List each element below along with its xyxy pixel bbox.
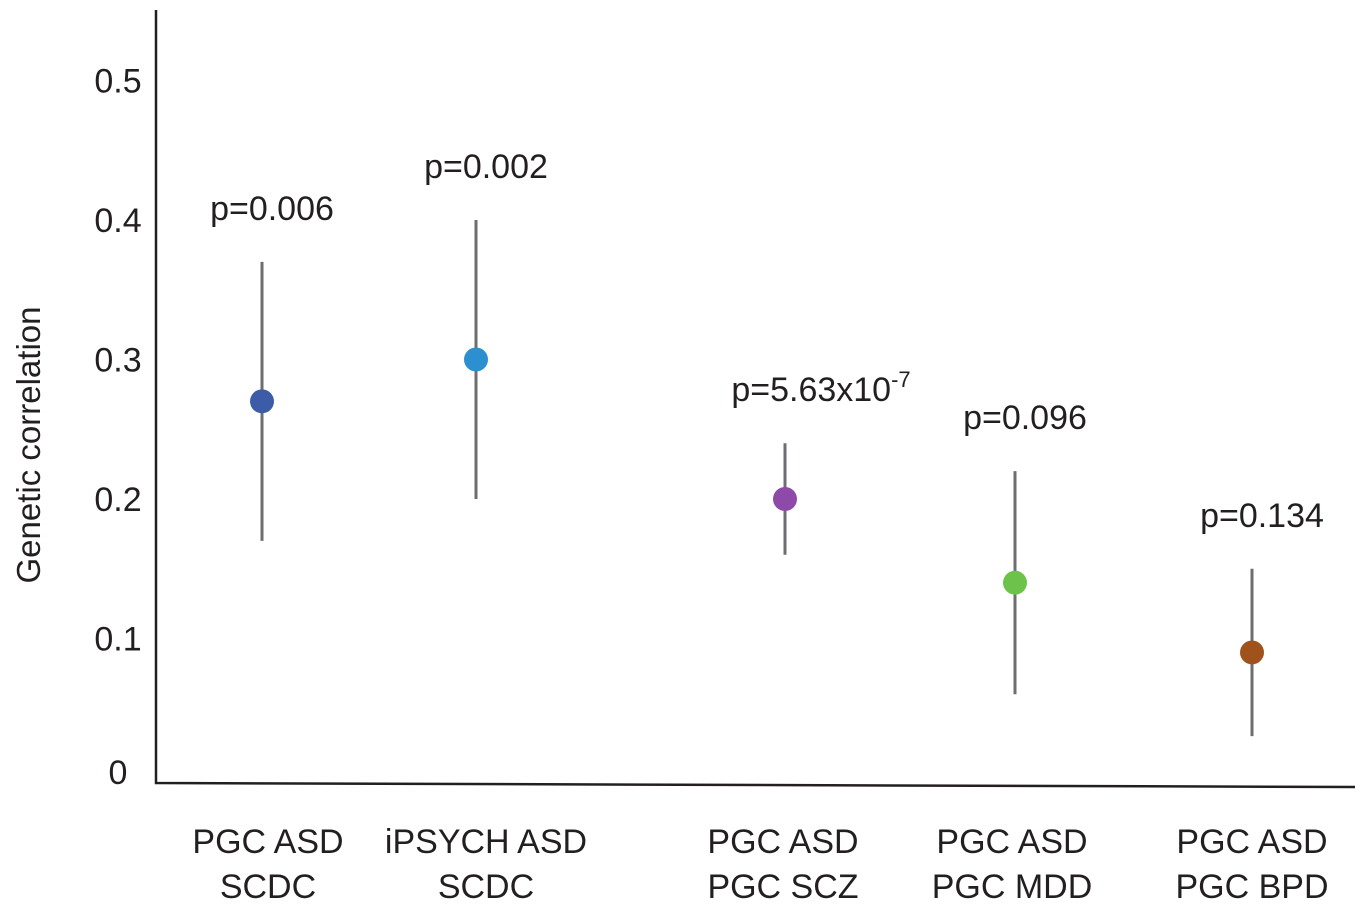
y-tick-label: 0.3 <box>94 342 141 380</box>
data-point <box>250 389 274 414</box>
y-axis-title: Genetic correlation <box>10 307 47 584</box>
x-category-label-line1: PGC ASD <box>1176 823 1327 861</box>
data-point <box>464 347 488 372</box>
data-point <box>773 487 797 511</box>
x-category-label-line2: SCDC <box>220 868 316 906</box>
y-tick-label: 0 <box>109 754 128 792</box>
x-category-label-line1: PGC ASD <box>192 823 343 861</box>
p-value-label: p=5.63x10-7 <box>731 367 910 409</box>
p-value-label: p=0.002 <box>424 148 548 186</box>
data-point-group: p=0.096 PGC ASD PGC MDD <box>932 399 1093 906</box>
data-point-group: p=0.002 iPSYCH ASD SCDC <box>385 148 587 906</box>
data-point-group: p=0.006 PGC ASD SCDC <box>192 190 343 906</box>
y-tick-label: 0.1 <box>94 621 141 659</box>
axes <box>154 10 1356 789</box>
x-category-label-line1: PGC ASD <box>707 823 858 861</box>
x-category-label-line2: PGC SCZ <box>707 868 858 906</box>
x-category-label-line1: PGC ASD <box>936 823 1087 861</box>
x-category-label-line1: iPSYCH ASD <box>385 823 587 861</box>
p-value-label: p=0.096 <box>963 399 1087 437</box>
p-value-label: p=0.006 <box>210 190 334 228</box>
x-category-label-line2: PGC MDD <box>932 868 1093 906</box>
y-axis-ticks: 0 0.1 0.2 0.3 0.4 0.5 <box>94 63 141 793</box>
x-category-label-line2: SCDC <box>438 868 534 906</box>
data-point-group: p=0.134 PGC ASD PGC BPD <box>1175 497 1328 906</box>
y-tick-label: 0.2 <box>94 481 141 519</box>
y-axis-title-group: Genetic correlation <box>10 307 47 584</box>
p-value-label: p=0.134 <box>1200 497 1324 535</box>
data-point <box>1003 570 1027 595</box>
y-tick-label: 0.5 <box>94 63 141 101</box>
data-point-group: p=5.63x10-7 PGC ASD PGC SCZ <box>707 367 910 906</box>
x-category-label-line2: PGC BPD <box>1175 868 1328 906</box>
data-point <box>1240 640 1264 665</box>
y-tick-label: 0.4 <box>94 202 141 240</box>
